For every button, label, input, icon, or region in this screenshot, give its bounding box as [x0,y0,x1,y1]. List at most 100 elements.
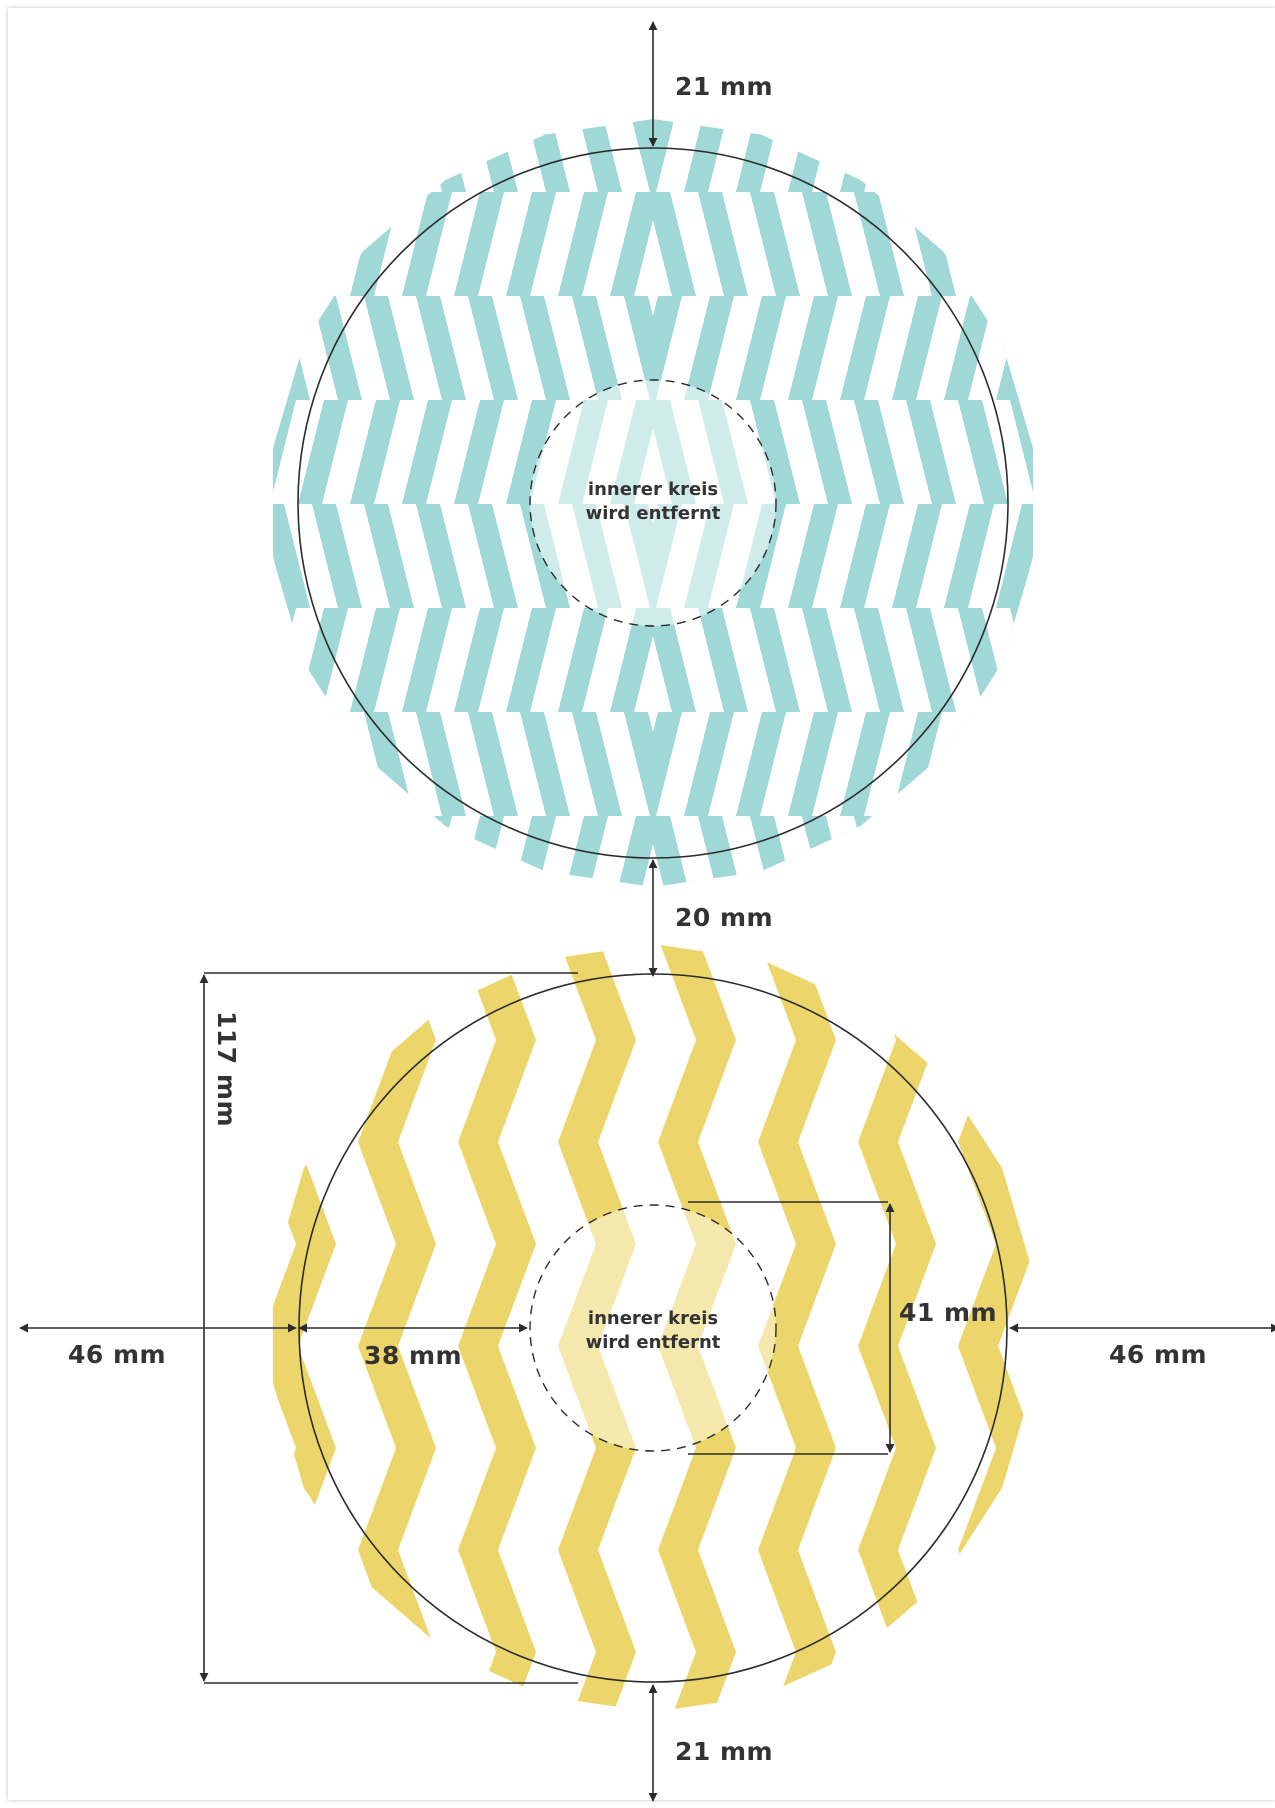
teal-stripe [272,816,296,887]
top-inner-note-line2: wird entfernt [586,503,721,524]
teal-stripe [298,400,348,504]
teal-stripe [1010,816,1034,887]
teal-stripe [142,192,192,296]
teal-stripe [572,119,622,192]
teal-stripe [922,816,972,887]
teal-stripe [840,712,890,816]
teal-stripe [216,504,266,608]
teal-stripe [610,816,660,887]
teal-stripe [870,816,920,887]
teal-stripe [840,504,890,608]
teal-stripe [272,400,296,504]
teal-stripe [653,816,696,887]
teal-stripe [892,119,942,192]
teal-stripe [312,296,362,400]
top-gap-label: 21 mm [675,72,773,101]
teal-stripe [1062,816,1112,920]
teal-stripe [788,504,838,608]
teal-stripe [402,608,452,712]
teal-stripe [1092,88,1142,192]
teal-stripe [684,296,734,400]
teal-stripe [1040,88,1090,192]
teal-stripe [1130,608,1180,712]
teal-stripe [1196,296,1246,400]
teal-stripe [386,816,436,920]
teal-stripe [194,400,244,504]
teal-stripe [1152,712,1202,816]
teal-stripe [350,816,400,887]
diameter-label: 117 mm [212,1011,241,1127]
teal-stripe [104,88,154,192]
teal-stripe [178,816,228,920]
teal-stripe [60,504,110,608]
teal-stripe [1144,296,1194,400]
teal-stripe [944,504,994,608]
teal-stripe [424,88,474,192]
teal-stripe [142,608,192,712]
teal-stripe [854,192,904,296]
teal-stripe [126,816,176,920]
teal-stripe [750,400,800,504]
teal-stripe [372,88,422,192]
teal-stripe [272,504,310,608]
bottom-inner-circle [529,1204,777,1452]
teal-stripe [788,712,838,816]
teal-stripe [1182,192,1232,296]
teal-stripe [112,504,162,608]
teal-stripe [454,816,504,887]
yellow-chevron-stripe [958,944,1034,1712]
teal-stripe [802,400,852,504]
teal-stripe [364,119,414,192]
teal-stripe [506,400,556,504]
teal-stripe [1040,296,1090,400]
yellow-chevron-stripe [858,944,936,1712]
teal-stripe [312,712,362,816]
top-cut-circle [297,147,1009,859]
bottom-inner-fade [530,1205,776,1451]
teal-stripe [454,400,504,504]
teal-stripe [1182,608,1232,712]
teal-stripe [750,608,800,712]
teal-stripe [684,712,734,816]
teal-stripe [178,400,228,504]
teal-stripe [74,192,124,296]
teal-stripe [230,816,280,920]
teal-stripe [178,192,228,296]
teal-stripe [298,192,348,296]
teal-stripe [416,712,466,816]
teal-stripe [884,119,934,192]
teal-stripe [684,119,734,192]
teal-stripe [974,192,1024,296]
teal-stripe [1166,192,1216,296]
teal-stripe [736,119,786,192]
teal-stripe [1092,296,1142,400]
teal-stripe [1010,608,1034,712]
teal-stripe [1166,400,1216,504]
yellow-chevron-stripe [558,944,636,1712]
teal-stripe [454,192,504,296]
teal-stripe [298,816,348,887]
teal-stripe [402,816,452,887]
teal-stripe [996,504,1034,608]
teal-stripe [906,816,956,887]
teal-stripe [194,608,244,712]
teal-stripe [1010,400,1034,504]
yellow-chevron-stripe [658,944,736,1712]
teal-stripe [520,296,570,400]
teal-stripe [1048,712,1098,816]
teal-stripe [402,192,452,296]
teal-stripe [208,712,258,816]
teal-stripe [840,296,890,400]
teal-stripe [298,608,348,712]
teal-stripe [653,296,682,400]
top-inner-circle [529,379,777,627]
teal-stripe [1092,712,1142,816]
teal-stripe [1166,608,1216,712]
teal-stripe [653,608,696,712]
bottom-inner-note-line1: innerer kreis [588,1308,718,1329]
teal-stripe [164,712,214,816]
teal-stripe [996,119,1034,192]
top-inner-fade [530,380,776,626]
right-margin-label: 46 mm [1109,1340,1207,1369]
teal-stripe [1026,816,1034,887]
